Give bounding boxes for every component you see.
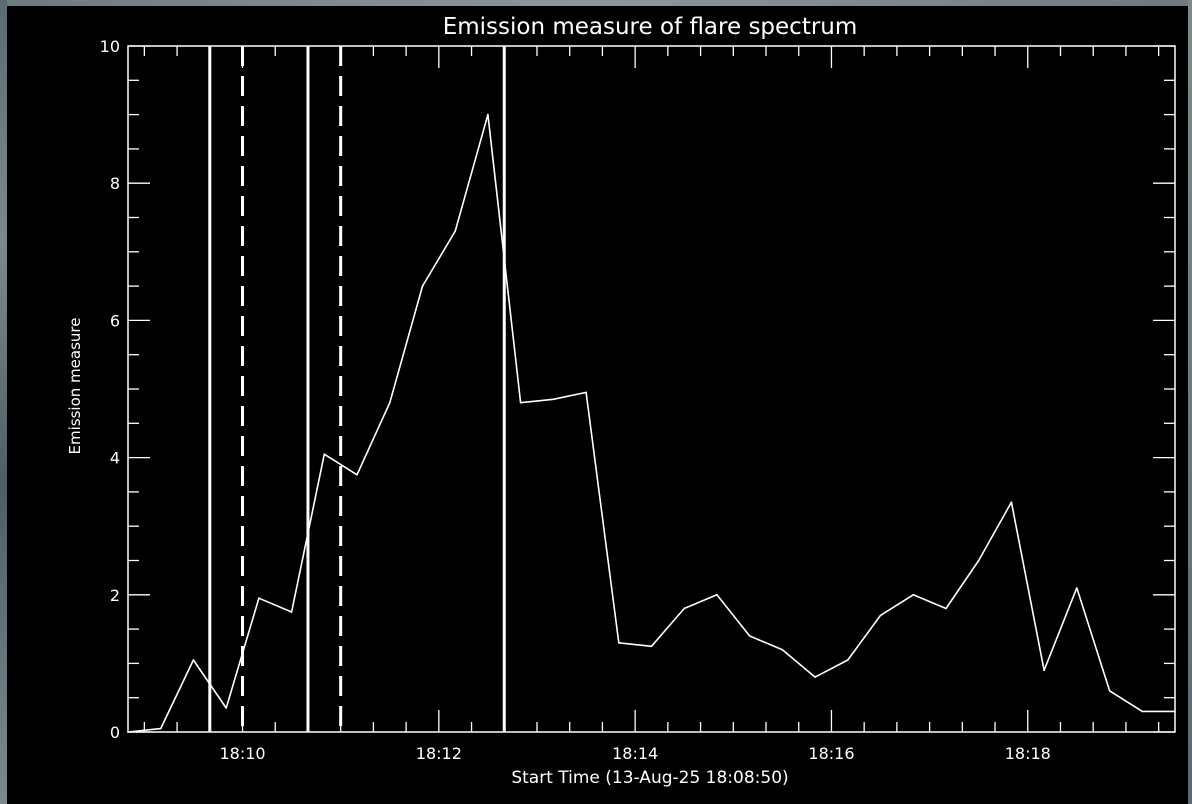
series-line bbox=[127, 113, 1175, 733]
background-edge-top bbox=[0, 0, 1192, 6]
data-point bbox=[1108, 690, 1111, 692]
y-tick-label: 2 bbox=[110, 586, 120, 605]
data-point bbox=[127, 731, 129, 733]
data-point bbox=[945, 607, 947, 610]
data-point bbox=[388, 401, 391, 404]
background-edge-left bbox=[0, 0, 7, 804]
y-tick-label: 6 bbox=[110, 311, 120, 330]
data-point bbox=[290, 611, 293, 613]
y-tick-label: 0 bbox=[110, 723, 120, 742]
x-tick-label: 18:16 bbox=[808, 744, 854, 763]
plot-frame bbox=[127, 45, 1176, 733]
data-point bbox=[258, 597, 260, 600]
data-point bbox=[847, 659, 849, 661]
data-point bbox=[192, 659, 195, 661]
data-point bbox=[683, 607, 686, 610]
data-point bbox=[912, 594, 915, 596]
data-point bbox=[519, 401, 522, 404]
data-point bbox=[323, 453, 326, 455]
background-edge-right bbox=[1188, 0, 1192, 804]
data-point bbox=[1010, 501, 1013, 503]
data-point bbox=[814, 676, 816, 678]
marker-lines bbox=[208, 46, 506, 732]
y-tick-label: 4 bbox=[110, 449, 120, 468]
data-point bbox=[879, 614, 882, 617]
data-point bbox=[487, 113, 489, 116]
data-point bbox=[1174, 710, 1176, 713]
data-point bbox=[748, 635, 751, 637]
data-point bbox=[617, 642, 620, 644]
x-tick-label: 18:10 bbox=[219, 744, 265, 763]
data-point bbox=[716, 594, 718, 596]
data-point bbox=[781, 648, 784, 651]
x-tick-label: 18:18 bbox=[1005, 744, 1051, 763]
data-point bbox=[356, 473, 358, 476]
y-axis-label: Emission measure bbox=[66, 318, 84, 455]
data-point bbox=[1141, 710, 1144, 713]
data-point bbox=[421, 285, 424, 287]
x-tick-label: 18:12 bbox=[416, 744, 462, 763]
y-tick-label: 8 bbox=[110, 174, 120, 193]
data-point bbox=[585, 391, 587, 394]
axis-ticks bbox=[128, 45, 1175, 733]
x-axis-label: Start Time (13-Aug-25 18:08:50) bbox=[511, 768, 788, 788]
x-tick-label: 18:14 bbox=[612, 744, 658, 763]
y-tick-label: 10 bbox=[100, 37, 120, 56]
chart-title: Emission measure of flare spectrum bbox=[443, 14, 858, 40]
data-point bbox=[225, 707, 227, 709]
data-point bbox=[977, 559, 980, 562]
data-point bbox=[650, 645, 653, 648]
data-point bbox=[552, 398, 555, 401]
data-point bbox=[454, 230, 456, 233]
data-point bbox=[1076, 587, 1078, 589]
data-point bbox=[159, 727, 162, 730]
data-point bbox=[1043, 669, 1045, 672]
series-layer bbox=[127, 113, 1176, 733]
tick-labels: 0 2 4 6 8 10 18:10 18:12 18:14 18:16 18:18 bbox=[100, 37, 1051, 763]
